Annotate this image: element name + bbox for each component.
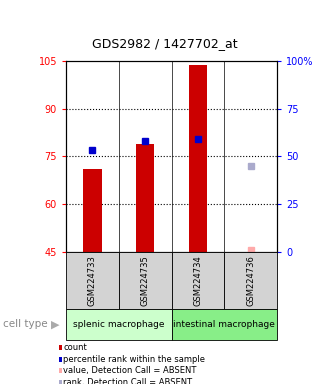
Text: ▶: ▶	[51, 319, 60, 329]
Bar	[66, 252, 119, 309]
Bar	[83, 169, 102, 252]
Bar	[66, 309, 172, 340]
Text: GSM224736: GSM224736	[246, 255, 255, 306]
Bar	[172, 252, 224, 309]
Text: count: count	[63, 343, 87, 352]
Text: GSM224733: GSM224733	[88, 255, 97, 306]
Text: cell type: cell type	[3, 319, 48, 329]
Text: GDS2982 / 1427702_at: GDS2982 / 1427702_at	[92, 37, 238, 50]
Bar	[136, 144, 154, 252]
Bar	[189, 65, 207, 252]
Bar	[119, 252, 172, 309]
Text: rank, Detection Call = ABSENT: rank, Detection Call = ABSENT	[63, 377, 192, 384]
Text: value, Detection Call = ABSENT: value, Detection Call = ABSENT	[63, 366, 197, 375]
Text: splenic macrophage: splenic macrophage	[73, 320, 165, 329]
Text: percentile rank within the sample: percentile rank within the sample	[63, 354, 205, 364]
Text: intestinal macrophage: intestinal macrophage	[174, 320, 275, 329]
Bar	[224, 252, 277, 309]
Bar	[172, 309, 277, 340]
Text: GSM224735: GSM224735	[141, 255, 150, 306]
Text: GSM224734: GSM224734	[193, 255, 203, 306]
